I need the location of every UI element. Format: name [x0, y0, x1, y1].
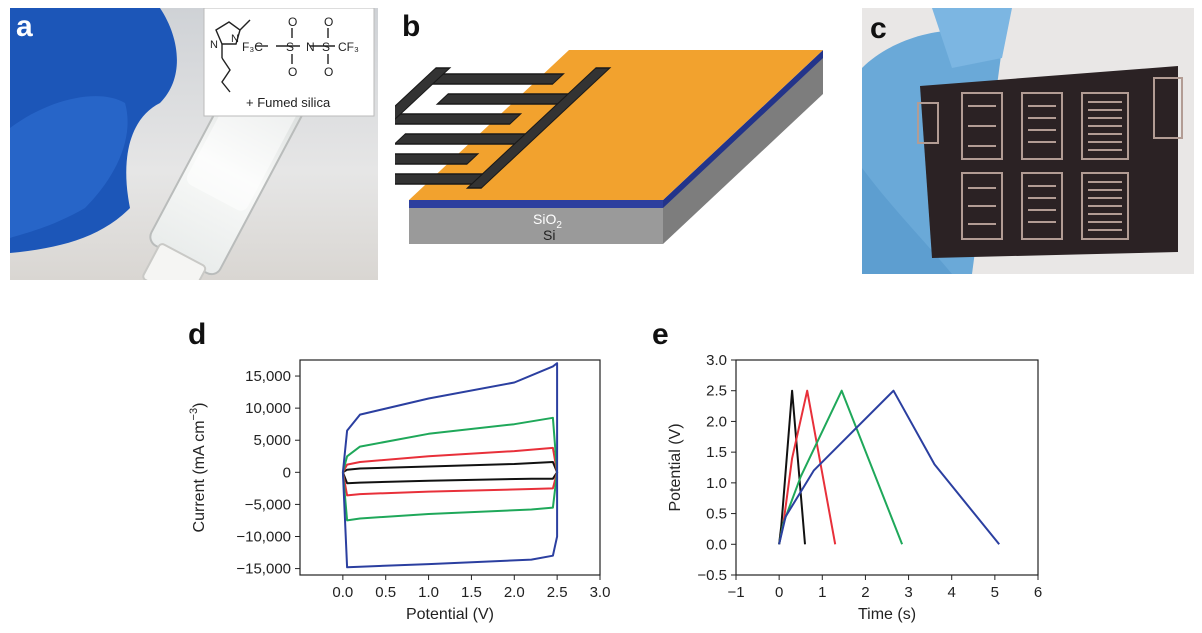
svg-text:F₃C: F₃C	[242, 40, 263, 54]
svg-text:N: N	[306, 40, 315, 54]
y-tick-label: 10,000	[245, 400, 291, 417]
x-tick-label: 2.5	[547, 584, 568, 601]
plot-frame	[299, 359, 601, 576]
x-tick-label: 6	[1034, 584, 1042, 601]
y-tick-label: 0	[283, 464, 291, 481]
x-tick-label: −1	[727, 584, 744, 601]
y-tick-label: −0.5	[697, 567, 727, 584]
x-tick-label: 3.0	[590, 584, 611, 601]
fumed-silica-caption: + Fumed silica	[246, 95, 331, 110]
sio2-label: SiO2	[533, 211, 562, 231]
y-tick-label: −10,000	[236, 528, 291, 545]
x-tick-label: 0.5	[375, 584, 396, 601]
y-tick-label: 0.5	[706, 506, 727, 523]
svg-text:CF₃: CF₃	[338, 40, 359, 54]
plot-frame	[735, 359, 1039, 576]
panel-label-b: b	[402, 10, 421, 43]
y-tick-label: −15,000	[236, 561, 291, 578]
x-tick-label: 2	[861, 584, 869, 601]
x-tick-label: 3	[904, 584, 912, 601]
series-line-blue	[341, 362, 559, 569]
y-tick-label: 0.0	[706, 536, 727, 553]
x-axis-label: Potential (V)	[406, 606, 494, 623]
series-line-green	[341, 416, 559, 522]
x-tick-label: 1	[818, 584, 826, 601]
panel-label-d: d	[188, 318, 207, 351]
x-tick-label: 4	[948, 584, 956, 601]
panel-a: F₃C S O O N S O O CF₃ N N + Fumed silica	[10, 7, 378, 303]
flexible-devices-photo	[862, 8, 1194, 274]
device-schematic: SiO2 Si	[305, 50, 823, 244]
svg-text:O: O	[288, 65, 297, 79]
y-tick-label: −5,000	[245, 496, 291, 513]
panel-label-a: a	[16, 10, 33, 43]
y-axis-label: Potential (V)	[667, 423, 684, 511]
y-tick-label: 2.5	[706, 383, 727, 400]
svg-text:S: S	[322, 40, 330, 54]
x-tick-label: 1.5	[461, 584, 482, 601]
series-line-red	[341, 446, 559, 497]
series-line-blue	[778, 389, 1000, 545]
x-tick-label: 2.0	[504, 584, 525, 601]
x-tick-label: 1.0	[418, 584, 439, 601]
si-label: Si	[543, 227, 555, 243]
cv-chart: 0.0 0.5 1.0 1.5 2.0 2.5 3.0 15,000 10,000 5,000 0 −…	[188, 359, 611, 623]
svg-text:O: O	[288, 15, 297, 29]
svg-text:O: O	[324, 15, 333, 29]
panel-b: SiO2 Si	[305, 8, 835, 280]
y-tick-label: 1.0	[706, 475, 727, 492]
svg-text:O: O	[324, 65, 333, 79]
panel-label-e: e	[652, 318, 669, 351]
y-tick-label: 2.0	[706, 413, 727, 430]
panel-c	[862, 8, 1194, 274]
y-tick-label: 3.0	[706, 352, 727, 369]
series-line-black	[341, 461, 559, 485]
x-axis-label: Time (s)	[858, 606, 916, 623]
y-axis-label: Current (mA cm−3)	[188, 403, 208, 533]
x-tick-label: 5	[991, 584, 999, 601]
panel-label-c: c	[870, 12, 887, 45]
svg-text:N: N	[231, 33, 239, 45]
x-tick-label: 0	[775, 584, 783, 601]
y-tick-label: 15,000	[245, 368, 291, 385]
series-line-red	[778, 389, 837, 545]
y-tick-label: 1.5	[706, 444, 727, 461]
gcd-chart: −1 0 1 2 3 4 5 6 3.0 2.5 2.0 1.5 1.0 0.5 0.0 −0.5 Time (…	[667, 352, 1042, 623]
x-tick-label: 0.0	[332, 584, 353, 601]
svg-text:N: N	[210, 39, 218, 51]
vial-photo: F₃C S O O N S O O CF₃ N N + Fumed silica	[10, 7, 378, 303]
y-tick-label: 5,000	[253, 432, 291, 449]
svg-text:S: S	[286, 40, 294, 54]
